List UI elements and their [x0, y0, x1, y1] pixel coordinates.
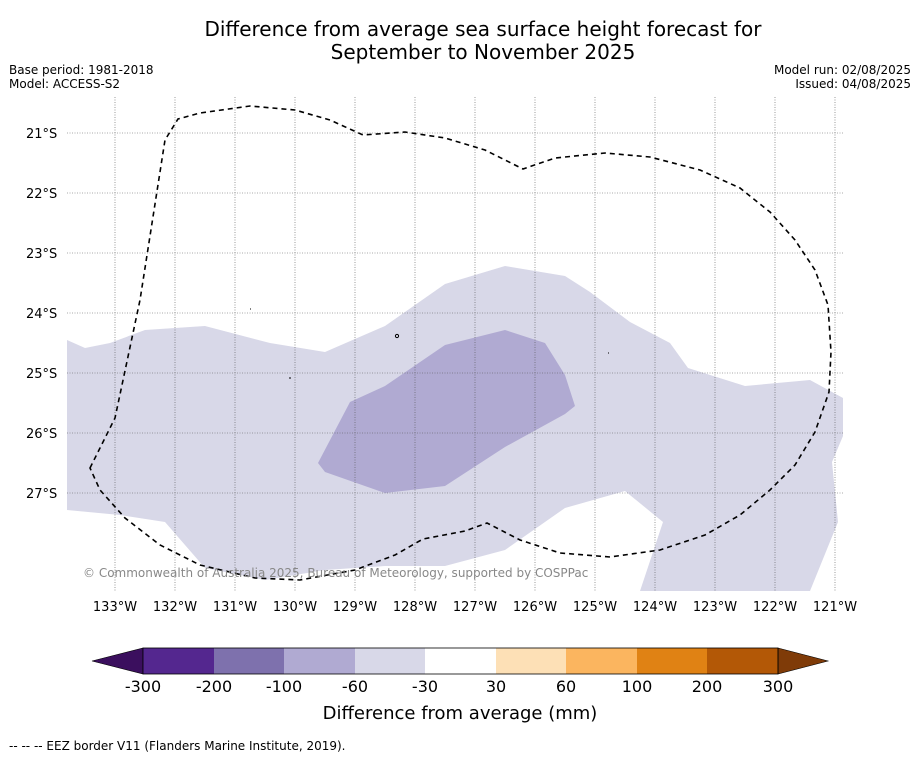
- lon-label: 133°W: [93, 600, 137, 615]
- issued-date: Issued: 04/08/2025: [795, 77, 911, 91]
- lat-label: 26°S: [26, 427, 57, 442]
- map-figure: 21°S 22°S 23°S 24°S 25°S 26°S 27°S 133°W…: [26, 97, 857, 724]
- lon-label: 129°W: [333, 600, 377, 615]
- colorbar-tick: 200: [692, 677, 723, 696]
- colorbar-tick: -100: [266, 677, 302, 696]
- colorbar-swatch: [143, 648, 214, 674]
- colorbar-swatch: [637, 648, 707, 674]
- colorbar-tick: -30: [412, 677, 438, 696]
- lat-label: 21°S: [26, 127, 57, 142]
- colorbar-swatch: [425, 648, 496, 674]
- lat-label: 24°S: [26, 307, 57, 322]
- title-line-1: Difference from average sea surface heig…: [204, 17, 762, 41]
- lat-label: 23°S: [26, 247, 57, 262]
- region-medium-anomaly: [318, 330, 575, 493]
- lon-label: 121°W: [813, 600, 857, 615]
- model-name: Model: ACCESS-S2: [9, 77, 121, 91]
- lon-label: 123°W: [693, 600, 737, 615]
- colorbar-extend-low: [91, 647, 144, 675]
- colorbar-tick: -60: [342, 677, 368, 696]
- colorbar-swatch: [214, 648, 284, 674]
- lat-label: 25°S: [26, 367, 57, 382]
- longitude-labels: 133°W 132°W 131°W 130°W 129°W 128°W 127°…: [93, 600, 857, 615]
- run-info: Model run: 02/08/2025 Issued: 04/08/2025: [774, 63, 911, 91]
- lon-label: 122°W: [753, 600, 797, 615]
- island-marker: [394, 333, 400, 339]
- colorbar-extend-high: [777, 647, 830, 675]
- island-markers: [250, 308, 609, 379]
- colorbar-label: Difference from average (mm): [323, 703, 598, 724]
- colorbar-swatch: [284, 648, 355, 674]
- colorbar-tick: -300: [125, 677, 161, 696]
- colorbar: [91, 647, 830, 675]
- eez-footnote: -- -- -- EEZ border V11 (Flanders Marine…: [9, 739, 346, 753]
- map-title: Difference from average sea surface heig…: [0, 18, 919, 64]
- colorbar-tick: 30: [486, 677, 506, 696]
- colorbar-swatch: [566, 648, 637, 674]
- model-run: Model run: 02/08/2025: [773, 63, 911, 77]
- gridlines: [67, 97, 843, 591]
- colorbar-tick: 300: [763, 677, 794, 696]
- colorbar-swatch: [355, 648, 425, 674]
- lon-label: 126°W: [513, 600, 557, 615]
- base-info: Base period: 1981-2018 Model: ACCESS-S2: [9, 63, 154, 91]
- lon-label: 131°W: [213, 600, 257, 615]
- colorbar-tick: 100: [622, 677, 653, 696]
- title-line-2: September to November 2025: [330, 40, 636, 64]
- colorbar-frame: [142, 647, 779, 675]
- colorbar-tick: -200: [196, 677, 232, 696]
- colorbar-swatch: [707, 648, 778, 674]
- lon-label: 132°W: [153, 600, 197, 615]
- lon-label: 127°W: [453, 600, 497, 615]
- lon-label: 128°W: [393, 600, 437, 615]
- colorbar-tick: 60: [556, 677, 576, 696]
- copyright-notice: © Commonwealth of Australia 2025, Bureau…: [83, 566, 588, 580]
- lat-label: 27°S: [26, 487, 57, 502]
- lat-label: 22°S: [26, 187, 57, 202]
- latitude-labels: 21°S 22°S 23°S 24°S 25°S 26°S 27°S: [26, 127, 57, 502]
- colorbar-ticks: -300 -200 -100 -60 -30 30 60 100 200 300: [125, 677, 793, 696]
- lon-label: 125°W: [573, 600, 617, 615]
- eez-border: [89, 105, 832, 581]
- colorbar-swatch: [496, 648, 566, 674]
- base-period: Base period: 1981-2018: [9, 63, 154, 77]
- lon-label: 124°W: [633, 600, 677, 615]
- lon-label: 130°W: [273, 600, 317, 615]
